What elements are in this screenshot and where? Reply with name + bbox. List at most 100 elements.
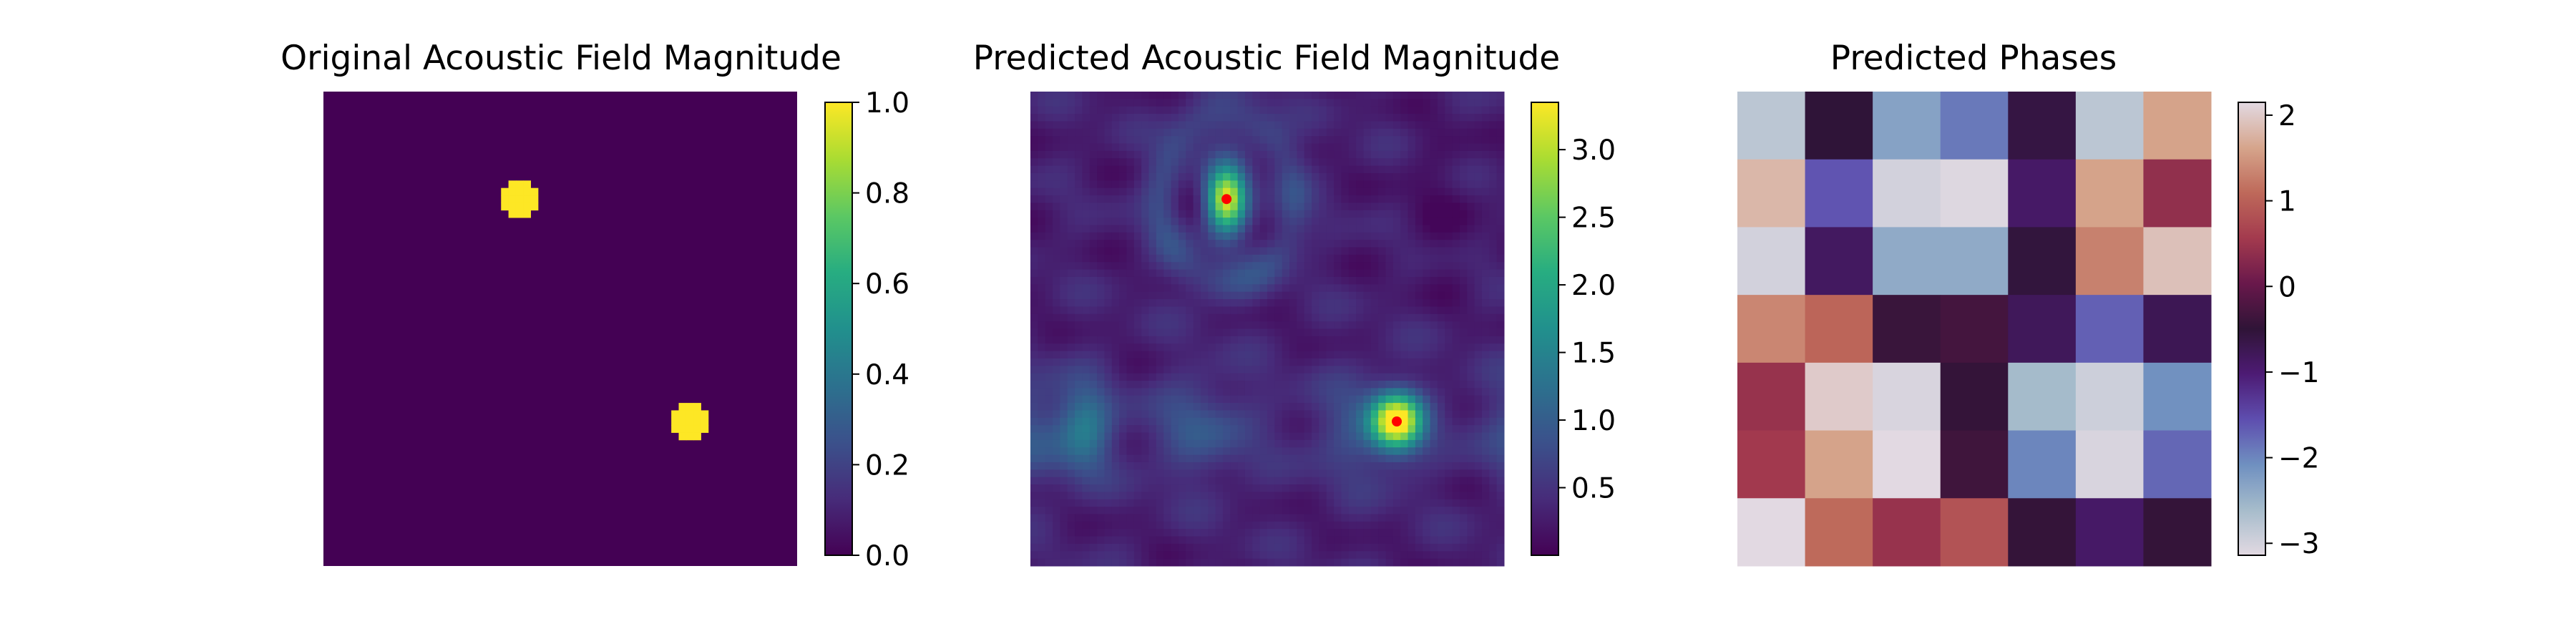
heatmap-cell: [1045, 343, 1053, 352]
heatmap-cell: [1474, 232, 1483, 240]
heatmap-cell: [1385, 543, 1394, 552]
heatmap-cell: [1075, 121, 1083, 130]
heatmap-cell: [1126, 425, 1135, 434]
heatmap-cell: [1097, 543, 1105, 552]
heatmap-cell: [1045, 165, 1053, 174]
heatmap-cell: [1244, 529, 1253, 537]
heatmap-cell: [1304, 262, 1312, 270]
heatmap-cell: [1215, 343, 1224, 352]
heatmap-cell: [1053, 469, 1060, 478]
heatmap-cell: [1304, 276, 1312, 285]
heatmap-cell: [1474, 143, 1483, 152]
heatmap-cell: [1356, 232, 1364, 240]
phase-cell: [1805, 92, 1873, 160]
heatmap-cell: [1038, 551, 1046, 560]
heatmap-cell: [1392, 262, 1401, 270]
heatmap-cell: [1348, 507, 1357, 514]
heatmap-cell: [1334, 395, 1342, 404]
heatmap-cell: [1089, 551, 1098, 560]
heatmap-cell: [1415, 543, 1423, 552]
heatmap-cell: [1030, 432, 1038, 441]
heatmap-cell: [1445, 351, 1453, 359]
heatmap-cell: [1082, 165, 1091, 174]
heatmap-cell: [1423, 366, 1431, 374]
heatmap-cell: [1141, 417, 1149, 426]
heatmap-cell: [1119, 114, 1127, 122]
heatmap-cell: [1445, 172, 1453, 181]
heatmap-cell: [1075, 492, 1083, 500]
heatmap-cell: [1452, 521, 1460, 530]
heatmap-cell: [1038, 106, 1046, 114]
heatmap-cell: [1222, 484, 1231, 492]
heatmap-cell: [1097, 447, 1105, 456]
heatmap-cell: [1363, 410, 1372, 419]
heatmap-cell: [1356, 484, 1364, 492]
heatmap-cell: [1407, 425, 1416, 434]
heatmap-cell: [1385, 269, 1394, 278]
heatmap-cell: [1097, 432, 1105, 441]
heatmap-cell: [1030, 232, 1038, 240]
heatmap-cell: [1392, 484, 1401, 492]
heatmap-cell: [1141, 484, 1149, 492]
heatmap-cell: [1038, 262, 1046, 270]
heatmap-cell: [1348, 343, 1357, 352]
heatmap-cell: [1089, 381, 1098, 389]
heatmap-cell: [1104, 469, 1113, 478]
heatmap-cell: [1356, 558, 1364, 567]
heatmap-cell: [1111, 136, 1120, 145]
heatmap-cell: [1326, 454, 1335, 463]
heatmap-cell: [1267, 269, 1275, 278]
heatmap-cell: [515, 203, 524, 211]
heatmap-cell: [1341, 358, 1350, 366]
heatmap-cell: [1075, 521, 1083, 530]
heatmap-cell: [1075, 276, 1083, 285]
heatmap-cell: [1259, 388, 1268, 396]
heatmap-cell: [1215, 492, 1224, 500]
heatmap-cell: [1452, 203, 1460, 211]
heatmap-cell: [1459, 477, 1468, 485]
heatmap-cell: [1208, 484, 1216, 492]
heatmap-cell: [1474, 180, 1483, 189]
heatmap-cell: [1237, 180, 1246, 189]
heatmap-cell: [1230, 328, 1239, 337]
heatmap-cell: [1385, 521, 1394, 530]
heatmap-cell: [1171, 388, 1179, 396]
heatmap-cell: [1304, 143, 1312, 152]
heatmap-cell: [1089, 150, 1098, 159]
heatmap-cell: [1481, 143, 1490, 152]
heatmap-cell: [1133, 403, 1142, 411]
heatmap-cell: [1489, 284, 1498, 293]
heatmap-cell: [1208, 351, 1216, 359]
heatmap-cell: [1082, 477, 1091, 485]
heatmap-cell: [1237, 210, 1246, 218]
heatmap-cell: [515, 187, 524, 196]
heatmap-cell: [1067, 195, 1075, 203]
heatmap-cell: [1163, 143, 1172, 152]
heatmap-cell: [1459, 232, 1468, 240]
heatmap-cell: [1030, 321, 1038, 329]
heatmap-cell: [1141, 121, 1149, 130]
heatmap-cell: [1186, 92, 1194, 99]
heatmap-cell: [1282, 143, 1290, 152]
heatmap-cell: [1363, 321, 1372, 329]
heatmap-cell: [1437, 462, 1445, 470]
heatmap-cell: [1133, 262, 1142, 270]
heatmap-cell: [1378, 247, 1386, 255]
heatmap-cell: [1304, 543, 1312, 552]
heatmap-cell: [1430, 254, 1438, 263]
heatmap-cell: [1430, 514, 1438, 522]
heatmap-cell: [1304, 306, 1312, 315]
heatmap-cell: [1200, 106, 1209, 114]
heatmap-cell: [1400, 543, 1409, 552]
heatmap-cell: [1104, 121, 1113, 130]
heatmap-cell: [1415, 254, 1423, 263]
heatmap-cell: [1496, 136, 1505, 145]
heatmap-cell: [1126, 218, 1135, 225]
heatmap-cell: [1348, 172, 1357, 181]
heatmap-cell: [1267, 291, 1275, 300]
heatmap-cell: [1385, 158, 1394, 167]
heatmap-cell: [1341, 218, 1350, 225]
heatmap-cell: [1312, 373, 1319, 381]
heatmap-cell: [1430, 210, 1438, 218]
heatmap-cell: [1104, 521, 1113, 530]
